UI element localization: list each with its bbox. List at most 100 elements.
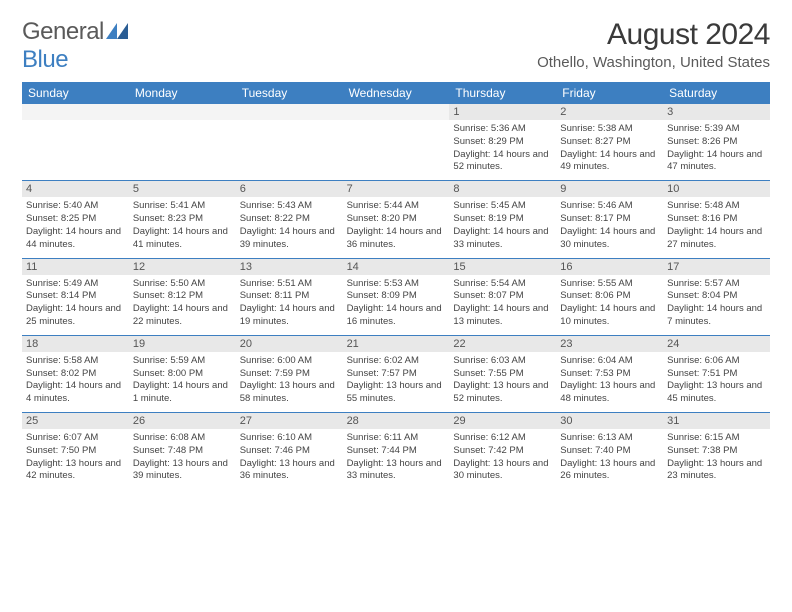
calendar-cell: 14Sunrise: 5:53 AMSunset: 8:09 PMDayligh… bbox=[343, 259, 450, 335]
sunrise-line: Sunrise: 6:02 AM bbox=[347, 355, 446, 368]
sunrise-line: Sunrise: 5:46 AM bbox=[560, 200, 659, 213]
day-info: Sunrise: 5:46 AMSunset: 8:17 PMDaylight:… bbox=[556, 197, 663, 257]
daylight-line: Daylight: 13 hours and 55 minutes. bbox=[347, 380, 446, 406]
sunrise-line: Sunrise: 5:55 AM bbox=[560, 278, 659, 291]
calendar-cell: 1Sunrise: 5:36 AMSunset: 8:29 PMDaylight… bbox=[449, 104, 556, 180]
day-number: 12 bbox=[129, 259, 236, 275]
day-info: Sunrise: 6:12 AMSunset: 7:42 PMDaylight:… bbox=[449, 429, 556, 489]
sunset-line: Sunset: 7:40 PM bbox=[560, 445, 659, 458]
calendar-cell: 13Sunrise: 5:51 AMSunset: 8:11 PMDayligh… bbox=[236, 259, 343, 335]
sunrise-line: Sunrise: 5:57 AM bbox=[667, 278, 766, 291]
sunset-line: Sunset: 8:06 PM bbox=[560, 290, 659, 303]
day-info: Sunrise: 6:11 AMSunset: 7:44 PMDaylight:… bbox=[343, 429, 450, 489]
sunset-line: Sunset: 8:09 PM bbox=[347, 290, 446, 303]
day-info: Sunrise: 5:39 AMSunset: 8:26 PMDaylight:… bbox=[663, 120, 770, 180]
day-info: Sunrise: 6:06 AMSunset: 7:51 PMDaylight:… bbox=[663, 352, 770, 412]
calendar-header-cell: Tuesday bbox=[236, 82, 343, 104]
sunrise-line: Sunrise: 6:07 AM bbox=[26, 432, 125, 445]
calendar: SundayMondayTuesdayWednesdayThursdayFrid… bbox=[22, 82, 770, 489]
sunrise-line: Sunrise: 5:36 AM bbox=[453, 123, 552, 136]
calendar-cell bbox=[129, 104, 236, 180]
day-info: Sunrise: 6:15 AMSunset: 7:38 PMDaylight:… bbox=[663, 429, 770, 489]
sunset-line: Sunset: 8:23 PM bbox=[133, 213, 232, 226]
sunset-line: Sunset: 8:17 PM bbox=[560, 213, 659, 226]
day-info: Sunrise: 5:59 AMSunset: 8:00 PMDaylight:… bbox=[129, 352, 236, 412]
day-number: 31 bbox=[663, 413, 770, 429]
daylight-line: Daylight: 13 hours and 52 minutes. bbox=[453, 380, 552, 406]
calendar-cell: 4Sunrise: 5:40 AMSunset: 8:25 PMDaylight… bbox=[22, 181, 129, 257]
sunrise-line: Sunrise: 5:43 AM bbox=[240, 200, 339, 213]
calendar-header-cell: Saturday bbox=[663, 82, 770, 104]
sunset-line: Sunset: 8:27 PM bbox=[560, 136, 659, 149]
sunrise-line: Sunrise: 6:10 AM bbox=[240, 432, 339, 445]
sunset-line: Sunset: 8:00 PM bbox=[133, 368, 232, 381]
day-info: Sunrise: 6:08 AMSunset: 7:48 PMDaylight:… bbox=[129, 429, 236, 489]
day-info: Sunrise: 5:38 AMSunset: 8:27 PMDaylight:… bbox=[556, 120, 663, 180]
sunrise-line: Sunrise: 5:38 AM bbox=[560, 123, 659, 136]
daylight-line: Daylight: 13 hours and 33 minutes. bbox=[347, 458, 446, 484]
sunrise-line: Sunrise: 6:11 AM bbox=[347, 432, 446, 445]
day-number: 27 bbox=[236, 413, 343, 429]
calendar-cell: 20Sunrise: 6:00 AMSunset: 7:59 PMDayligh… bbox=[236, 336, 343, 412]
sunrise-line: Sunrise: 6:12 AM bbox=[453, 432, 552, 445]
daylight-line: Daylight: 14 hours and 30 minutes. bbox=[560, 226, 659, 252]
sunrise-line: Sunrise: 6:00 AM bbox=[240, 355, 339, 368]
daylight-line: Daylight: 14 hours and 49 minutes. bbox=[560, 149, 659, 175]
sunrise-line: Sunrise: 6:03 AM bbox=[453, 355, 552, 368]
day-info: Sunrise: 5:57 AMSunset: 8:04 PMDaylight:… bbox=[663, 275, 770, 335]
calendar-cell: 22Sunrise: 6:03 AMSunset: 7:55 PMDayligh… bbox=[449, 336, 556, 412]
day-info: Sunrise: 6:04 AMSunset: 7:53 PMDaylight:… bbox=[556, 352, 663, 412]
day-info: Sunrise: 6:03 AMSunset: 7:55 PMDaylight:… bbox=[449, 352, 556, 412]
sunrise-line: Sunrise: 5:51 AM bbox=[240, 278, 339, 291]
calendar-header-cell: Wednesday bbox=[343, 82, 450, 104]
day-number: 10 bbox=[663, 181, 770, 197]
sunrise-line: Sunrise: 5:49 AM bbox=[26, 278, 125, 291]
calendar-cell: 28Sunrise: 6:11 AMSunset: 7:44 PMDayligh… bbox=[343, 413, 450, 489]
calendar-cell: 12Sunrise: 5:50 AMSunset: 8:12 PMDayligh… bbox=[129, 259, 236, 335]
day-number: 1 bbox=[449, 104, 556, 120]
day-info: Sunrise: 6:07 AMSunset: 7:50 PMDaylight:… bbox=[22, 429, 129, 489]
sunset-line: Sunset: 8:22 PM bbox=[240, 213, 339, 226]
sunset-line: Sunset: 7:44 PM bbox=[347, 445, 446, 458]
calendar-header-cell: Monday bbox=[129, 82, 236, 104]
daylight-line: Daylight: 14 hours and 10 minutes. bbox=[560, 303, 659, 329]
daylight-line: Daylight: 14 hours and 27 minutes. bbox=[667, 226, 766, 252]
day-info: Sunrise: 5:36 AMSunset: 8:29 PMDaylight:… bbox=[449, 120, 556, 180]
calendar-cell: 25Sunrise: 6:07 AMSunset: 7:50 PMDayligh… bbox=[22, 413, 129, 489]
calendar-cell: 6Sunrise: 5:43 AMSunset: 8:22 PMDaylight… bbox=[236, 181, 343, 257]
daylight-line: Daylight: 14 hours and 33 minutes. bbox=[453, 226, 552, 252]
daylight-line: Daylight: 14 hours and 22 minutes. bbox=[133, 303, 232, 329]
calendar-cell bbox=[343, 104, 450, 180]
day-number: 11 bbox=[22, 259, 129, 275]
day-number: 26 bbox=[129, 413, 236, 429]
calendar-cell: 2Sunrise: 5:38 AMSunset: 8:27 PMDaylight… bbox=[556, 104, 663, 180]
sunrise-line: Sunrise: 5:44 AM bbox=[347, 200, 446, 213]
calendar-header-row: SundayMondayTuesdayWednesdayThursdayFrid… bbox=[22, 82, 770, 104]
calendar-row: 4Sunrise: 5:40 AMSunset: 8:25 PMDaylight… bbox=[22, 181, 770, 258]
day-info: Sunrise: 5:40 AMSunset: 8:25 PMDaylight:… bbox=[22, 197, 129, 257]
calendar-cell: 11Sunrise: 5:49 AMSunset: 8:14 PMDayligh… bbox=[22, 259, 129, 335]
sunrise-line: Sunrise: 5:50 AM bbox=[133, 278, 232, 291]
sunrise-line: Sunrise: 5:41 AM bbox=[133, 200, 232, 213]
calendar-header-cell: Friday bbox=[556, 82, 663, 104]
day-info: Sunrise: 6:10 AMSunset: 7:46 PMDaylight:… bbox=[236, 429, 343, 489]
sunset-line: Sunset: 8:02 PM bbox=[26, 368, 125, 381]
day-info: Sunrise: 5:43 AMSunset: 8:22 PMDaylight:… bbox=[236, 197, 343, 257]
calendar-cell: 31Sunrise: 6:15 AMSunset: 7:38 PMDayligh… bbox=[663, 413, 770, 489]
day-info: Sunrise: 6:02 AMSunset: 7:57 PMDaylight:… bbox=[343, 352, 450, 412]
daylight-line: Daylight: 14 hours and 13 minutes. bbox=[453, 303, 552, 329]
calendar-header-cell: Sunday bbox=[22, 82, 129, 104]
location: Othello, Washington, United States bbox=[537, 54, 770, 71]
daylight-line: Daylight: 14 hours and 41 minutes. bbox=[133, 226, 232, 252]
sunset-line: Sunset: 8:20 PM bbox=[347, 213, 446, 226]
calendar-cell: 5Sunrise: 5:41 AMSunset: 8:23 PMDaylight… bbox=[129, 181, 236, 257]
sunset-line: Sunset: 7:51 PM bbox=[667, 368, 766, 381]
sunrise-line: Sunrise: 5:40 AM bbox=[26, 200, 125, 213]
sunrise-line: Sunrise: 6:06 AM bbox=[667, 355, 766, 368]
calendar-body: 1Sunrise: 5:36 AMSunset: 8:29 PMDaylight… bbox=[22, 104, 770, 489]
daylight-line: Daylight: 13 hours and 23 minutes. bbox=[667, 458, 766, 484]
day-number: 8 bbox=[449, 181, 556, 197]
calendar-cell: 17Sunrise: 5:57 AMSunset: 8:04 PMDayligh… bbox=[663, 259, 770, 335]
day-number-empty bbox=[129, 104, 236, 120]
sunset-line: Sunset: 8:14 PM bbox=[26, 290, 125, 303]
